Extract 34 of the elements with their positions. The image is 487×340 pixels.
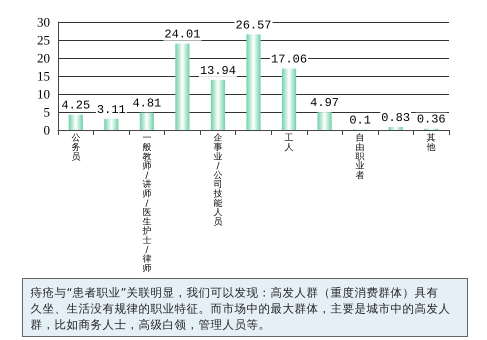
y-tick-label: 10 [37, 86, 50, 102]
y-tick-label: 5 [44, 104, 50, 120]
bar [210, 80, 226, 130]
text: 痔疮与“患者职业”关联明显，我们可以发现：高发人群（重度消费群体）具有久坐、生活没有规律的职业特征。而市场中的最大群体，主要是城市中的高发人群，比如商务人士，高级白领，管理人员等。 [30, 286, 450, 332]
data-label: 0.36 [416, 112, 446, 127]
y-tick-label: 25 [37, 32, 50, 48]
bar [317, 112, 332, 130]
bar [282, 68, 296, 130]
bar [104, 118, 118, 130]
data-label: 4.81 [132, 96, 162, 111]
data-label: 4.25 [61, 98, 90, 113]
bar [140, 112, 154, 130]
bar [246, 34, 261, 130]
category-label: 企事业/公司技能人员 [213, 134, 222, 228]
bar [175, 44, 190, 130]
y-tick-label: 20 [37, 50, 50, 66]
x-tick-label: 自由职业者 [356, 132, 365, 181]
data-label: 26.57 [235, 18, 272, 32]
data-label: 24.01 [164, 28, 200, 42]
y-tick-label: 15 [37, 68, 50, 84]
x-tick-label: 其他 [426, 132, 436, 153]
data-label: 4.97 [310, 96, 339, 110]
data-label: 17.06 [271, 52, 308, 67]
category-label: 一般教师/讲师/医生护士/律师 [142, 134, 152, 274]
data-label: 13.94 [200, 64, 236, 78]
y-tick-label: 0 [44, 122, 50, 138]
bar [388, 127, 403, 130]
y-tick-label: 30 [37, 14, 50, 30]
data-label: 3.11 [96, 102, 126, 117]
data-label: 0.83 [381, 111, 410, 126]
x-tick-label: 公务员 [71, 132, 80, 162]
x-tick-label: 工人 [284, 134, 294, 153]
bar [68, 114, 83, 130]
data-label: 0.1 [349, 114, 371, 128]
